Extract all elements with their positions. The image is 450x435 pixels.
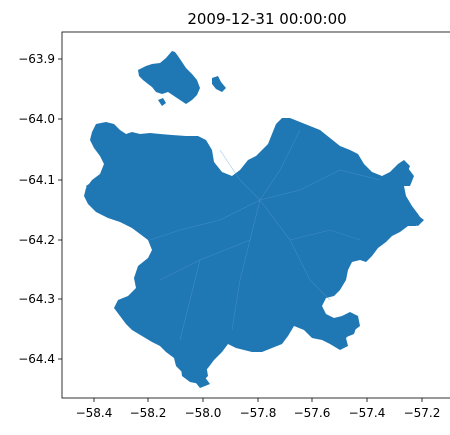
x-tick-label: −57.2 [404, 406, 441, 420]
x-tick-label: −58.4 [76, 406, 113, 420]
north-islet-2 [158, 98, 166, 106]
y-tick-label: −64.0 [18, 112, 55, 126]
x-tick-label: −58.2 [130, 406, 167, 420]
y-tick-label: −64.1 [18, 173, 55, 187]
axes-frame [61, 31, 450, 399]
north-islet-1 [212, 76, 226, 92]
x-tick-label: −57.4 [349, 406, 386, 420]
x-tick-label: −58.0 [185, 406, 222, 420]
y-tick-label: −64.4 [18, 352, 55, 366]
north-island [138, 51, 200, 104]
main-body [84, 118, 422, 378]
southeast-islet [336, 316, 358, 338]
ice-cap-shape [84, 51, 424, 388]
y-axis: −63.9 −64.0 −64.1 −64.2 −64.3 −64.4 [18, 52, 62, 366]
east-islet [396, 168, 414, 186]
x-axis: −58.4 −58.2 −58.0 −57.8 −57.6 −57.4 −57.2 [76, 398, 441, 420]
drainage-lines [149, 129, 381, 341]
west-islet [86, 182, 96, 194]
east-spit [404, 212, 424, 226]
y-tick-label: −63.9 [18, 52, 55, 66]
map-title: 2009-12-31 00:00:00 [187, 10, 346, 28]
south-islet [192, 376, 210, 388]
x-tick-label: −57.6 [294, 406, 331, 420]
y-tick-label: −64.3 [18, 292, 55, 306]
x-tick-label: −57.8 [240, 406, 277, 420]
y-tick-label: −64.2 [18, 233, 55, 247]
